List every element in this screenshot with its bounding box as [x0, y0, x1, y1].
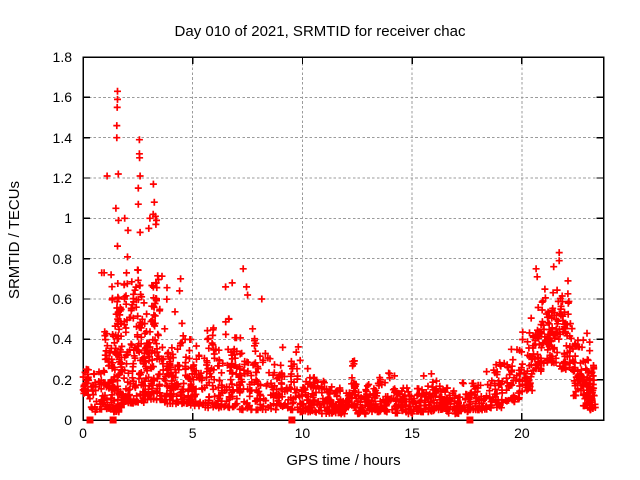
x-tick-label: 15 [404, 425, 420, 441]
x-axis-label: GPS time / hours [286, 452, 401, 469]
chart-title: Day 010 of 2021, SRMTID for receiver cha… [174, 23, 466, 40]
x-tick-label: 20 [514, 425, 530, 441]
x-tick-label: 5 [188, 425, 197, 441]
axis-tick-marks [82, 56, 604, 421]
y-tick-label: 0.2 [52, 371, 72, 388]
zero-square-marker [86, 416, 94, 424]
zero-square-marker [466, 416, 474, 424]
y-tick-label: 1.4 [52, 129, 72, 146]
y-tick-label: 0.8 [52, 250, 72, 267]
y-tick-label: 0.6 [52, 291, 72, 307]
y-tick-label: 1.6 [52, 89, 72, 106]
y-tick-label: 0.4 [52, 331, 72, 348]
grid-lines [84, 58, 603, 419]
zero-square-marker [109, 416, 117, 424]
plot-border [82, 56, 605, 421]
x-tick-label: 10 [294, 425, 311, 441]
y-tick-label: 1 [64, 210, 72, 227]
y-tick-label: 1.8 [52, 49, 72, 65]
x-tick-label: 0 [79, 425, 87, 441]
y-tick-label: 1.2 [52, 170, 72, 186]
y-tick-label: 0 [64, 412, 72, 428]
data-points-plus-markers [79, 87, 599, 418]
zero-square-marker [288, 416, 296, 424]
